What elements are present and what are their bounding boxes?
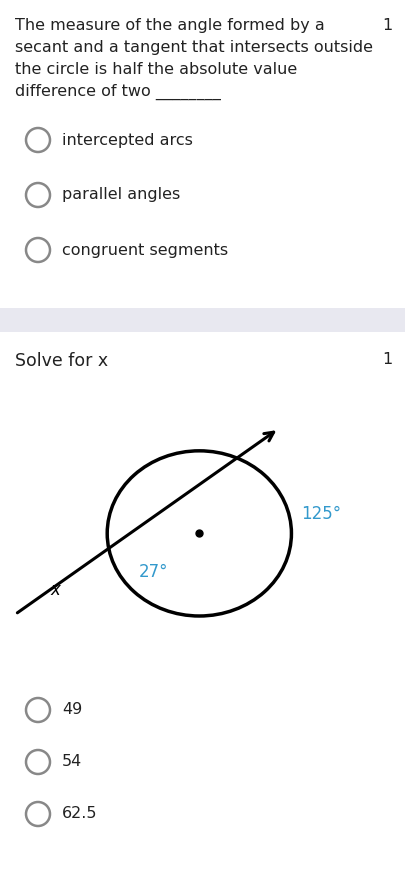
Text: 49: 49 [62, 702, 82, 717]
Text: 1: 1 [383, 18, 393, 33]
Text: the circle is half the absolute value: the circle is half the absolute value [15, 62, 297, 77]
Text: secant and a tangent that intersects outside: secant and a tangent that intersects out… [15, 40, 373, 55]
Text: 1: 1 [383, 352, 393, 367]
Text: intercepted arcs: intercepted arcs [62, 133, 193, 148]
Text: 54: 54 [62, 755, 82, 770]
Text: difference of two ________: difference of two ________ [15, 84, 221, 101]
Text: 125°: 125° [301, 506, 341, 523]
Text: Solve for x: Solve for x [15, 352, 108, 370]
Text: 62.5: 62.5 [62, 806, 98, 821]
Text: The measure of the angle formed by a: The measure of the angle formed by a [15, 18, 325, 33]
Text: 27°: 27° [139, 562, 168, 580]
Text: x: x [50, 580, 60, 599]
FancyBboxPatch shape [0, 308, 405, 332]
Text: parallel angles: parallel angles [62, 188, 180, 203]
Text: congruent segments: congruent segments [62, 242, 228, 257]
